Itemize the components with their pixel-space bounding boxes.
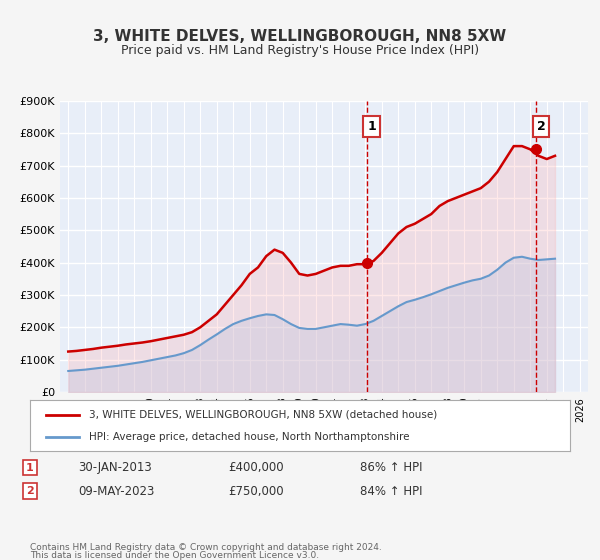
Text: 2: 2 bbox=[26, 486, 34, 496]
Text: 86% ↑ HPI: 86% ↑ HPI bbox=[360, 461, 422, 474]
Text: 30-JAN-2013: 30-JAN-2013 bbox=[78, 461, 152, 474]
Text: 09-MAY-2023: 09-MAY-2023 bbox=[78, 484, 154, 498]
Text: This data is licensed under the Open Government Licence v3.0.: This data is licensed under the Open Gov… bbox=[30, 551, 319, 560]
Text: 1: 1 bbox=[26, 463, 34, 473]
Text: 1: 1 bbox=[367, 120, 376, 133]
Text: Contains HM Land Registry data © Crown copyright and database right 2024.: Contains HM Land Registry data © Crown c… bbox=[30, 543, 382, 552]
Text: 2: 2 bbox=[537, 120, 545, 133]
Text: 3, WHITE DELVES, WELLINGBOROUGH, NN8 5XW: 3, WHITE DELVES, WELLINGBOROUGH, NN8 5XW bbox=[94, 29, 506, 44]
Text: 3, WHITE DELVES, WELLINGBOROUGH, NN8 5XW (detached house): 3, WHITE DELVES, WELLINGBOROUGH, NN8 5XW… bbox=[89, 409, 437, 419]
Text: Price paid vs. HM Land Registry's House Price Index (HPI): Price paid vs. HM Land Registry's House … bbox=[121, 44, 479, 57]
Text: 84% ↑ HPI: 84% ↑ HPI bbox=[360, 484, 422, 498]
Text: HPI: Average price, detached house, North Northamptonshire: HPI: Average price, detached house, Nort… bbox=[89, 432, 410, 442]
Text: £400,000: £400,000 bbox=[228, 461, 284, 474]
Text: £750,000: £750,000 bbox=[228, 484, 284, 498]
